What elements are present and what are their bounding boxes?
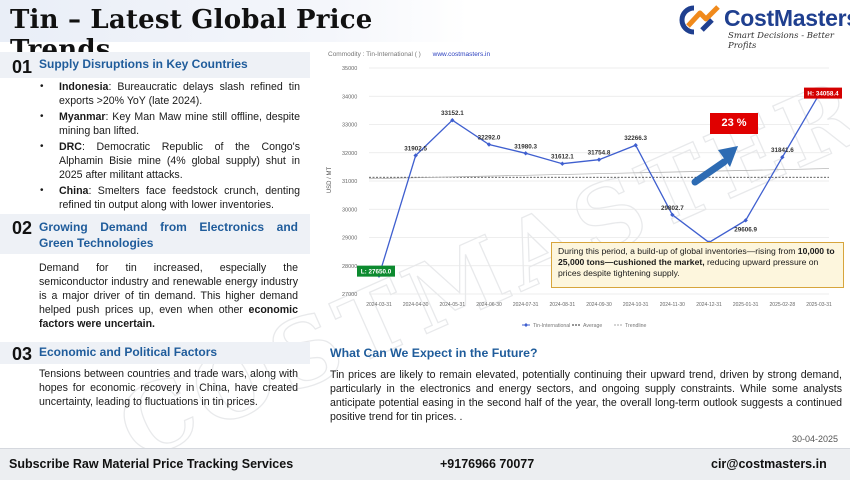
subscribe-text: Subscribe Raw Material Price Tracking Se… (9, 457, 294, 471)
section-number-1: 01 (12, 57, 33, 77)
chart-caption: Commodity : Tin-International ( ) www.co… (328, 51, 490, 58)
list-item: China: Smelters face feedstock crunch, d… (38, 184, 300, 212)
x-tick-label: 2024-08-31 (550, 302, 576, 308)
x-tick-label: 2024-05-31 (440, 302, 466, 308)
data-point (450, 118, 455, 123)
data-label: 31754.8 (588, 150, 611, 157)
phone-number[interactable]: +9176966 70077 (440, 457, 535, 471)
data-point (560, 161, 565, 166)
logo-name: CostMasters (724, 5, 850, 31)
legend-label: Average (583, 323, 602, 329)
y-tick-label: 33000 (342, 123, 357, 129)
future-paragraph: Tin prices are likely to remain elevated… (330, 369, 842, 423)
legend-marker (524, 323, 528, 327)
chart-commodity: Commodity : Tin-International ( ) (328, 51, 421, 58)
y-tick-label: 32000 (342, 151, 357, 157)
logo-tagline: Smart Decisions - Better Profits (728, 31, 834, 51)
y-tick-label: 35000 (342, 66, 357, 72)
high-badge (804, 87, 842, 99)
x-tick-label: 2025-02-28 (770, 302, 796, 308)
low-badge (357, 265, 395, 277)
data-point (523, 151, 528, 156)
x-tick-label: 2024-12-31 (696, 302, 722, 308)
section-number-2: 02 (12, 218, 33, 238)
data-label: 33152.1 (441, 110, 464, 117)
section-title-3: Economic and Political Factors (39, 345, 218, 359)
section-header-2: 02 Growing Demand from Electronics and G… (0, 214, 310, 254)
series-line-trendline (368, 168, 830, 180)
section-title-2: Growing Demand from Electronics and Gree… (39, 220, 298, 250)
section-number-3: 03 (12, 344, 33, 364)
list-item: Indonesia: Bureaucratic delays slash ref… (38, 80, 300, 108)
change-percentage-badge: 23 % (710, 113, 758, 134)
list-item: DRC: Democratic Republic of the Congo's … (38, 140, 300, 182)
email-link[interactable]: cir@costmasters.in (711, 457, 827, 471)
data-label: 31841.6 (771, 147, 794, 154)
y-tick-label: 30000 (342, 207, 357, 213)
y-axis: 27000 28000 29000 30000 31000 32000 33000 34000… (342, 66, 357, 298)
y-tick-label: 29000 (342, 236, 357, 242)
legend-label: Tin-International (533, 323, 570, 329)
low-label: L: 27650.0 (361, 269, 392, 276)
supply-disruption-list: Indonesia: Bureaucratic delays slash ref… (38, 80, 300, 214)
footer: Subscribe Raw Material Price Tracking Se… (0, 448, 850, 480)
data-label: 31980.3 (514, 143, 537, 150)
y-tick-label: 31000 (342, 179, 357, 185)
data-label: 29802.7 (661, 205, 684, 212)
y-axis-label: USD / MT (327, 167, 333, 194)
section-title-1: Supply Disruptions in Key Countries (39, 57, 248, 71)
x-tick-label: 2025-01-31 (733, 302, 759, 308)
future-heading: What Can We Expect in the Future? (330, 346, 538, 360)
title-bar: Tin – Latest Global Price Trends (0, 0, 468, 65)
trend-arrow-icon (691, 146, 738, 186)
data-point (596, 157, 602, 162)
logo-mark-icon (679, 5, 720, 35)
chart-url: www.costmasters.in (432, 51, 491, 58)
list-item: Myanmar: Key Man Maw mine still offline,… (38, 110, 300, 138)
section-header-1: 01 Supply Disruptions in Key Countries (0, 52, 310, 78)
data-label: 32266.3 (624, 135, 647, 142)
data-point (413, 153, 418, 158)
data-label: 31902.5 (404, 146, 427, 153)
x-tick-label: 2024-07-31 (513, 302, 539, 308)
logo: CostMasters Smart Decisions - Better Pro… (672, 4, 850, 51)
data-label: 31612.1 (551, 154, 574, 161)
demand-paragraph: Demand for tin increased, especially the… (39, 262, 298, 330)
high-label: H: 34058.4 (807, 91, 839, 98)
page-title: Tin – Latest Global Price Trends (10, 5, 373, 65)
data-label: 29606.9 (734, 226, 757, 233)
section-header-3: 03 Economic and Political Factors (0, 342, 310, 364)
chart-legend: Tin-International Average Trendline (522, 323, 647, 329)
y-tick-label: 28000 (342, 264, 357, 270)
report-date: 30-04-2025 (792, 434, 839, 444)
x-tick-label: 2024-03-31 (366, 302, 392, 308)
economic-paragraph: Tensions between countries and trade war… (39, 368, 298, 408)
x-tick-label: 2024-09-30 (586, 302, 612, 308)
data-label: 32292.0 (478, 135, 501, 142)
inventory-note: During this period, a build-up of global… (551, 242, 844, 288)
legend-label: Trendline (625, 323, 647, 329)
x-axis: 2024-03-31 2024-04-30 2024-05-31 2024-06-30… (366, 302, 832, 308)
x-tick-label: 2024-11-30 (660, 302, 685, 308)
y-tick-label: 34000 (342, 94, 357, 100)
price-chart: 27000 28000 29000 30000 31000 32000 33000 34000… (327, 66, 842, 329)
x-tick-label: 2024-06-30 (476, 302, 502, 308)
x-tick-label: 2025-03-31 (806, 302, 832, 308)
y-tick-label: 27000 (342, 292, 357, 298)
data-point (486, 142, 492, 147)
x-tick-label: 2024-04-30 (403, 302, 429, 308)
x-tick-label: 2024-10-31 (623, 302, 649, 308)
